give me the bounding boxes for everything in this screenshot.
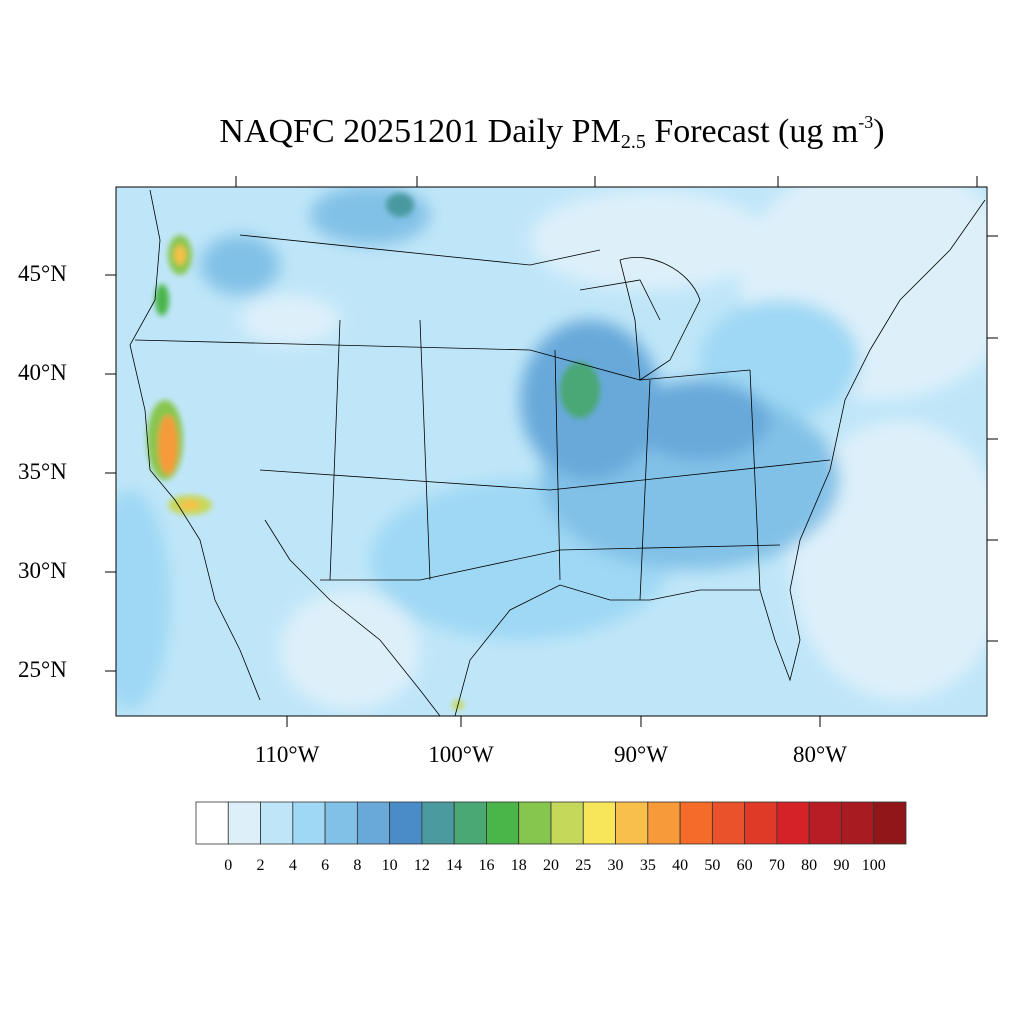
colorbar-label: 10 (381, 857, 398, 874)
lon-label-100w: 100°W (428, 742, 494, 767)
field-ohio-valley (630, 380, 770, 460)
coastline (129, 189, 986, 716)
title-text: NAQFC 20251201 Daily PM (219, 113, 621, 150)
colorbar-box (486, 801, 520, 845)
colorbar-label: 30 (607, 857, 624, 874)
colorbar-label: 6 (321, 857, 330, 874)
lat-label-40n: 40°N (18, 360, 67, 385)
colorbar-label: 50 (704, 857, 721, 874)
field-oregon (155, 284, 169, 316)
lat-label-25n: 25°N (18, 657, 67, 682)
colorbar-box (195, 801, 229, 845)
colorbar-label: 90 (833, 857, 850, 874)
colorbar-label: 2 (256, 857, 265, 874)
colorbar-label: 12 (413, 857, 430, 874)
pm25-field (116, 187, 987, 716)
field-canada-low (530, 190, 770, 290)
colorbar-box (453, 801, 487, 845)
colorbar-box (324, 801, 358, 845)
colorbar-box (808, 801, 842, 845)
axis-ticks (105, 176, 998, 727)
title-superscript: -3 (858, 112, 874, 132)
colorbar-label: 80 (801, 857, 818, 874)
colorbar-box (679, 801, 713, 845)
colorbar-box (615, 801, 649, 845)
colorbar-box (260, 801, 294, 845)
lat-label-30n: 30°N (18, 558, 67, 583)
field-mexico-low (280, 590, 420, 710)
colorbar-label: 4 (288, 857, 297, 874)
colorbar-label: 70 (768, 857, 785, 874)
colorbar-label: 8 (353, 857, 362, 874)
colorbar-box (776, 801, 810, 845)
colorbar-box (841, 801, 875, 845)
field-great-basin-low (240, 295, 340, 345)
colorbar-label: 18 (510, 857, 527, 874)
field-socal-peak (180, 500, 200, 510)
field-atlantic-low (790, 420, 987, 700)
colorbar-box (550, 801, 584, 845)
colorbar-box (292, 801, 326, 845)
title-text-units: Forecast (ug m (645, 113, 859, 150)
title-subscript: 2.5 (620, 131, 646, 153)
field-puget-peak (174, 245, 186, 265)
colorbar-label: 0 (224, 857, 233, 874)
colorbar-box (582, 801, 616, 845)
colorbar-box (389, 801, 423, 845)
field-montana-high (386, 193, 414, 217)
field-iowa-high (560, 362, 600, 418)
colorbar-label: 25 (575, 857, 592, 874)
field-cal-valley-peak (158, 415, 178, 475)
great-lakes (579, 257, 701, 381)
field-pacific (116, 490, 170, 710)
lon-label-80w: 80°W (793, 742, 847, 767)
colorbar-label: 60 (736, 857, 753, 874)
colorbar-box (518, 801, 552, 845)
field-montana (310, 187, 430, 245)
lat-label-45n: 45°N (18, 261, 67, 286)
map-frame (115, 186, 988, 717)
title-text-end: ) (873, 113, 885, 150)
colorbar-label: 35 (639, 857, 656, 874)
lon-label-110w: 110°W (254, 742, 320, 767)
colorbar-label: 40 (672, 857, 689, 874)
colorbar-box (421, 801, 455, 845)
colorbar-label: 20 (543, 857, 559, 874)
colorbar-label: 16 (478, 857, 495, 874)
state-borders (134, 234, 831, 601)
colorbar-box (873, 801, 907, 845)
field-idaho (200, 235, 280, 295)
colorbar (195, 801, 907, 845)
colorbar-box (227, 801, 261, 845)
colorbar-label: 100 (861, 857, 886, 874)
colorbar-label: 14 (446, 857, 463, 874)
lon-label-90w: 90°W (614, 742, 668, 767)
colorbar-box (647, 801, 681, 845)
map-title: NAQFC 20251201 Daily PM2.5 Forecast (ug … (0, 112, 1024, 154)
colorbar-box (356, 801, 391, 845)
lat-label-35n: 35°N (18, 459, 67, 484)
colorbar-box (711, 801, 746, 845)
colorbar-box (744, 801, 778, 845)
coastlines-and-borders (129, 189, 986, 716)
